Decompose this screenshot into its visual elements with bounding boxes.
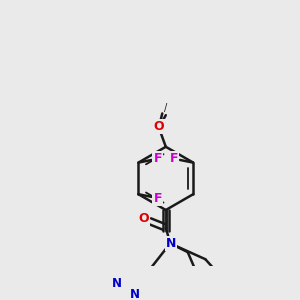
Text: F: F	[154, 192, 162, 205]
Text: O: O	[154, 120, 164, 133]
Text: F: F	[169, 152, 178, 165]
Text: N: N	[130, 288, 140, 300]
Text: N: N	[112, 277, 122, 290]
Text: F: F	[154, 152, 162, 165]
Text: /: /	[164, 103, 167, 113]
Text: O: O	[139, 212, 149, 225]
Text: N: N	[166, 237, 176, 250]
